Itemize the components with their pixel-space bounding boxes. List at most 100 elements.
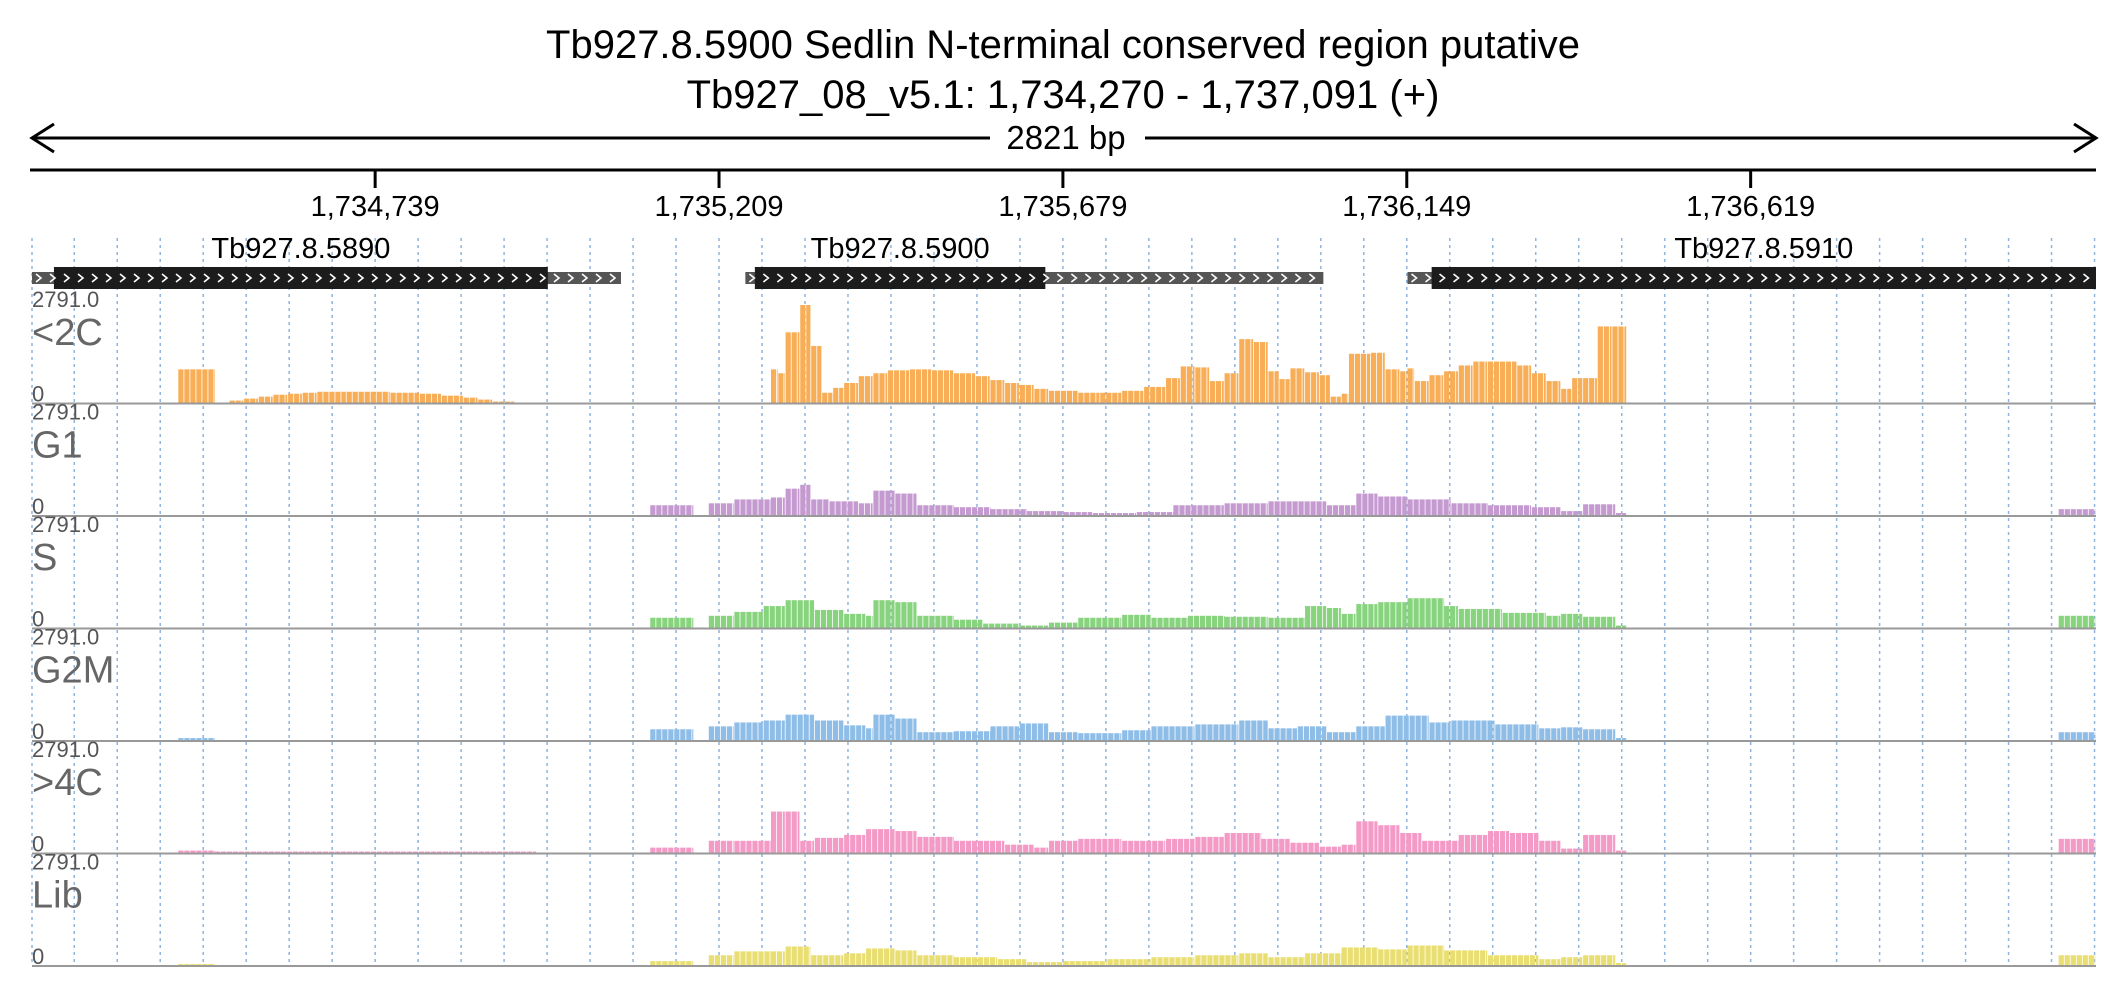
coverage-bar bbox=[1607, 729, 1613, 740]
coverage-bar bbox=[1420, 381, 1427, 403]
coverage-bar bbox=[1327, 732, 1333, 740]
coverage-bar bbox=[1128, 840, 1134, 853]
coverage-bar bbox=[732, 840, 734, 853]
coverage-bar bbox=[1469, 720, 1475, 740]
coverage-bar bbox=[1419, 945, 1425, 965]
coverage-bar bbox=[953, 619, 960, 628]
coverage-bar bbox=[1451, 503, 1457, 515]
coverage-bar bbox=[1603, 326, 1609, 403]
coverage-bar bbox=[256, 398, 259, 403]
coverage-bar bbox=[1314, 842, 1319, 853]
coverage-bar bbox=[1191, 505, 1197, 515]
coverage-bar bbox=[498, 401, 505, 403]
coverage-bar bbox=[959, 507, 966, 515]
coverage-bar bbox=[906, 370, 910, 403]
coverage-bar bbox=[1144, 386, 1150, 403]
coverage-bar bbox=[1260, 833, 1262, 853]
coverage-bar bbox=[1002, 380, 1005, 403]
coverage-bar bbox=[1595, 616, 1601, 628]
coverage-bar bbox=[1444, 606, 1450, 628]
coverage-bar bbox=[1463, 503, 1469, 515]
coverage-bar bbox=[1108, 733, 1114, 740]
coverage-bar bbox=[1112, 392, 1118, 403]
coverage-bar bbox=[838, 609, 844, 628]
coverage-bar bbox=[1567, 613, 1573, 628]
coverage-bar bbox=[680, 729, 686, 740]
grid-lines bbox=[31, 238, 2096, 965]
coverage-bar bbox=[1517, 365, 1523, 403]
coverage-bar bbox=[475, 397, 478, 403]
coverage-bar bbox=[1347, 613, 1353, 628]
coverage-bar bbox=[1131, 959, 1137, 965]
coverage-bar bbox=[1609, 326, 1612, 403]
coverage-bar bbox=[1302, 842, 1308, 853]
coverage-bar bbox=[1140, 840, 1146, 853]
coverage-bar bbox=[1146, 614, 1151, 628]
coverage-bar bbox=[850, 383, 856, 403]
coverage-bar bbox=[758, 840, 764, 853]
coverage-bar bbox=[1090, 392, 1096, 403]
coverage-bar bbox=[1356, 493, 1362, 515]
coverage-bar bbox=[1378, 602, 1384, 628]
coverage-bar bbox=[1616, 850, 1622, 853]
coverage-bar bbox=[1493, 505, 1500, 515]
gene-label: Tb927.8.5910 bbox=[1674, 233, 1853, 265]
coverage-bar bbox=[923, 836, 929, 853]
coverage-bar bbox=[1195, 836, 1201, 853]
coverage-bar bbox=[977, 840, 984, 853]
coverage-bar bbox=[814, 837, 821, 853]
coverage-bar bbox=[2070, 732, 2076, 740]
ruler-tick-label: 1,735,209 bbox=[655, 191, 784, 223]
coverage-bar bbox=[1447, 722, 1451, 740]
coverage-bar bbox=[803, 714, 809, 740]
coverage-bar bbox=[1257, 720, 1263, 740]
coverage-bar bbox=[1213, 724, 1219, 740]
coverage-bar bbox=[726, 615, 732, 628]
coverage-bar bbox=[1359, 947, 1365, 965]
coverage-bar bbox=[1573, 957, 1579, 965]
coverage-bar bbox=[1429, 375, 1435, 403]
coverage-bar bbox=[1128, 513, 1135, 515]
coverage-bar bbox=[2070, 509, 2076, 515]
coverage-bar bbox=[891, 600, 895, 628]
coverage-bar bbox=[1501, 724, 1507, 740]
coverage-bar bbox=[977, 731, 984, 740]
coverage-bar bbox=[1201, 724, 1207, 740]
coverage-bar bbox=[1290, 368, 1296, 403]
coverage-bar bbox=[953, 732, 954, 740]
coverage-bar bbox=[1407, 598, 1413, 628]
coverage-bar bbox=[244, 851, 251, 853]
coverage-bar bbox=[1096, 392, 1100, 403]
coverage-bar bbox=[1487, 955, 1494, 965]
coverage-bar bbox=[965, 373, 972, 403]
coverage-bar bbox=[901, 493, 907, 515]
coverage-bar bbox=[1026, 509, 1028, 515]
coverage-bar bbox=[853, 501, 858, 515]
coverage-bar bbox=[1303, 726, 1309, 740]
coverage-bar bbox=[346, 851, 353, 853]
coverage-bar bbox=[1374, 604, 1378, 628]
coverage-bar bbox=[196, 964, 202, 965]
coverage-bar bbox=[1033, 511, 1039, 515]
coverage-bar bbox=[1511, 361, 1517, 403]
coverage-bar bbox=[1353, 947, 1359, 965]
track-min-label: 0 bbox=[32, 832, 44, 857]
coverage-bar bbox=[1557, 840, 1561, 853]
coverage-bar bbox=[650, 505, 656, 515]
coverage-bar bbox=[668, 729, 674, 740]
coverage-bar bbox=[334, 851, 341, 853]
coverage-bar bbox=[870, 376, 873, 403]
coverage-bar bbox=[1239, 339, 1245, 403]
coverage-bar bbox=[1412, 833, 1418, 853]
coverage-bar bbox=[1517, 955, 1524, 965]
coverage-bar bbox=[983, 623, 989, 628]
coverage-bar bbox=[1073, 622, 1078, 628]
coverage-bar bbox=[1166, 378, 1172, 403]
coverage-bar bbox=[1192, 366, 1195, 403]
coverage-bar bbox=[1464, 834, 1470, 853]
coverage-bar bbox=[1561, 727, 1567, 740]
coverage-bar bbox=[358, 391, 364, 403]
coverage-bar bbox=[1055, 840, 1061, 853]
coverage-bar bbox=[2058, 615, 2064, 628]
coverage-bar bbox=[376, 391, 382, 403]
